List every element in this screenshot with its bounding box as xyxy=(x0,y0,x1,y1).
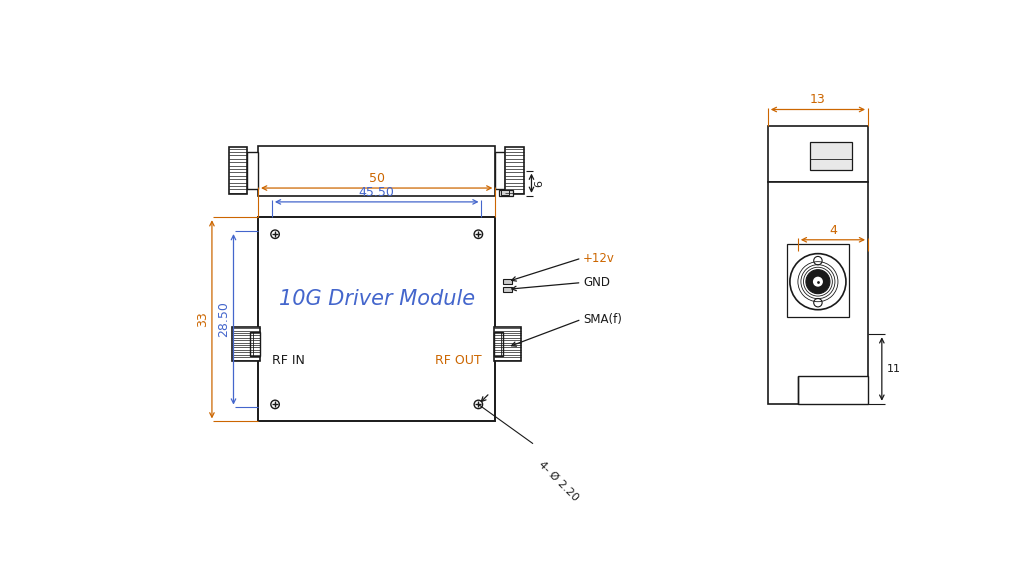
Bar xyxy=(768,126,868,182)
Text: 28.50: 28.50 xyxy=(217,301,230,337)
Circle shape xyxy=(806,269,830,294)
Text: GND: GND xyxy=(583,276,610,289)
Text: 11: 11 xyxy=(887,364,901,374)
Bar xyxy=(505,147,524,195)
Text: 13: 13 xyxy=(810,93,826,106)
Text: 33: 33 xyxy=(196,311,209,327)
Bar xyxy=(768,182,868,404)
Bar xyxy=(501,190,509,195)
Text: 6: 6 xyxy=(534,180,544,187)
Bar xyxy=(503,286,512,292)
Bar xyxy=(798,376,868,404)
Text: SMA(f): SMA(f) xyxy=(583,313,622,326)
Bar xyxy=(229,147,247,195)
Text: +12v: +12v xyxy=(583,252,615,265)
Bar xyxy=(232,327,260,361)
Text: 10G Driver Module: 10G Driver Module xyxy=(279,289,475,309)
Bar xyxy=(499,190,513,196)
Text: RF OUT: RF OUT xyxy=(435,354,482,367)
Bar xyxy=(494,327,521,361)
Bar xyxy=(787,245,849,318)
Bar xyxy=(495,152,505,190)
Bar xyxy=(810,142,852,170)
Text: 45.50: 45.50 xyxy=(359,186,395,199)
Bar xyxy=(503,279,512,284)
Bar xyxy=(494,332,503,355)
Bar xyxy=(247,152,259,190)
Text: 4: 4 xyxy=(829,224,837,237)
Bar xyxy=(250,332,260,355)
Text: 50: 50 xyxy=(369,172,385,185)
Text: RF IN: RF IN xyxy=(272,354,305,367)
Bar xyxy=(259,145,495,196)
Text: 4- Ø 2.20: 4- Ø 2.20 xyxy=(537,459,581,503)
Circle shape xyxy=(813,277,823,286)
Bar xyxy=(259,217,495,421)
